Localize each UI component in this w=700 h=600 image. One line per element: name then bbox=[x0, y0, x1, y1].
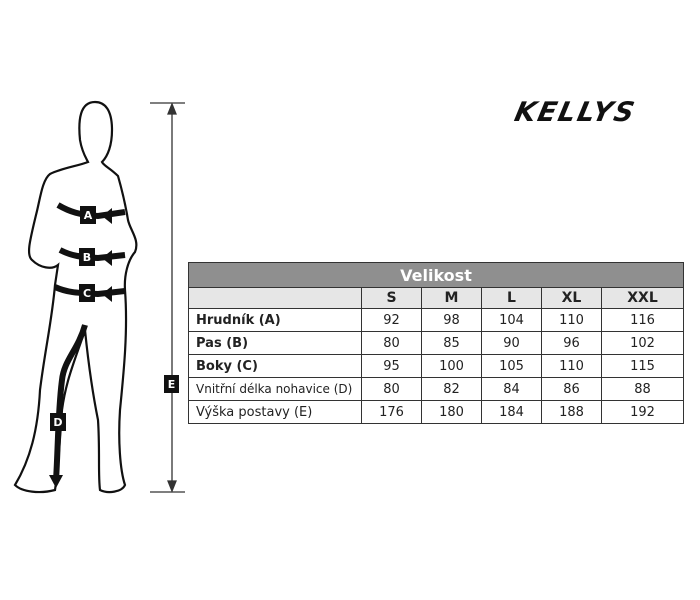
cell: 176 bbox=[361, 400, 422, 424]
row-label: Výška postavy (E) bbox=[188, 400, 362, 424]
cell: 80 bbox=[361, 377, 422, 401]
table-row: Vnitřní délka nohavice (D) 80 82 84 86 8… bbox=[188, 377, 684, 401]
cell: 115 bbox=[601, 354, 684, 378]
cell: 184 bbox=[481, 400, 542, 424]
cell: 80 bbox=[361, 331, 422, 355]
marker-labels: A B C D E bbox=[50, 206, 179, 431]
size-header: M bbox=[421, 287, 482, 309]
table-row: Pas (B) 80 85 90 96 102 bbox=[188, 331, 684, 355]
size-table: Velikost S M L XL XXL Hrudník (A) 92 98 … bbox=[188, 262, 684, 424]
cell: 95 bbox=[361, 354, 422, 378]
cell: 96 bbox=[541, 331, 602, 355]
svg-text:E: E bbox=[168, 378, 176, 391]
cell: 192 bbox=[601, 400, 684, 424]
table-row: Výška postavy (E) 176 180 184 188 192 bbox=[188, 400, 684, 424]
cell: 90 bbox=[481, 331, 542, 355]
cell: 92 bbox=[361, 308, 422, 332]
cell: 116 bbox=[601, 308, 684, 332]
size-header: S bbox=[361, 287, 422, 309]
cell: 110 bbox=[541, 354, 602, 378]
size-header: XL bbox=[541, 287, 602, 309]
cell: 110 bbox=[541, 308, 602, 332]
row-label: Pas (B) bbox=[188, 331, 362, 355]
row-label: Boky (C) bbox=[188, 354, 362, 378]
svg-text:A: A bbox=[84, 209, 93, 222]
svg-text:D: D bbox=[53, 416, 62, 429]
cell: 188 bbox=[541, 400, 602, 424]
cell: 85 bbox=[421, 331, 482, 355]
cell: 102 bbox=[601, 331, 684, 355]
kellys-logo: KELLYS bbox=[511, 97, 639, 128]
cell: 104 bbox=[481, 308, 542, 332]
empty-header-cell bbox=[188, 287, 362, 309]
size-header: L bbox=[481, 287, 542, 309]
cell: 105 bbox=[481, 354, 542, 378]
table-row: Hrudník (A) 92 98 104 110 116 bbox=[188, 308, 684, 332]
measure-arrows bbox=[53, 202, 126, 481]
table-row: Boky (C) 95 100 105 110 115 bbox=[188, 354, 684, 378]
size-header-row: S M L XL XXL bbox=[188, 287, 684, 309]
size-header: XXL bbox=[601, 287, 684, 309]
row-label: Hrudník (A) bbox=[188, 308, 362, 332]
cell: 98 bbox=[421, 308, 482, 332]
cell: 100 bbox=[421, 354, 482, 378]
cell: 82 bbox=[421, 377, 482, 401]
svg-text:B: B bbox=[83, 251, 91, 264]
row-label: Vnitřní délka nohavice (D) bbox=[188, 377, 362, 401]
height-dimension-line bbox=[150, 102, 185, 493]
cell: 84 bbox=[481, 377, 542, 401]
table-title: Velikost bbox=[188, 262, 684, 288]
cell: 88 bbox=[601, 377, 684, 401]
cell: 180 bbox=[421, 400, 482, 424]
body-measurement-figure: A B C D E bbox=[13, 100, 185, 494]
cell: 86 bbox=[541, 377, 602, 401]
arrowheads bbox=[49, 208, 112, 488]
svg-text:C: C bbox=[83, 287, 91, 300]
body-outline bbox=[13, 100, 138, 494]
